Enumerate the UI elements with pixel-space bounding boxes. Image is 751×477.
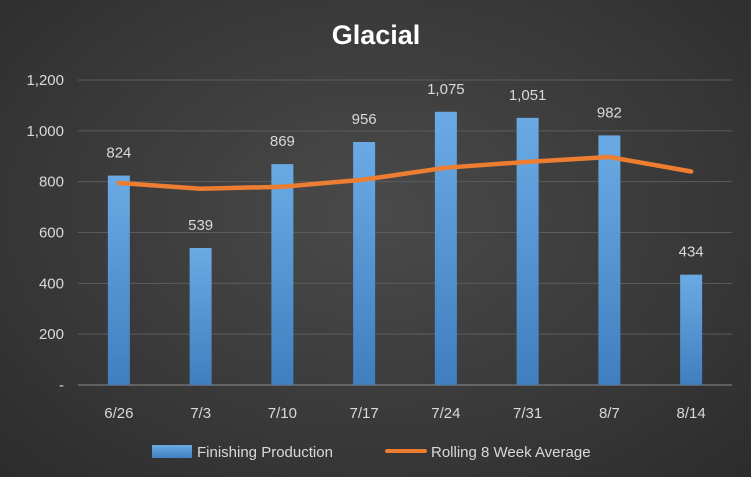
- y-axis: - 200 400 600 800 1,000 1,200: [26, 72, 64, 394]
- bar-series: [107, 111, 703, 385]
- bar: [680, 274, 703, 385]
- data-label: 434: [679, 244, 704, 261]
- x-tick-label: 8/7: [599, 405, 620, 422]
- x-tick-label: 8/14: [677, 405, 706, 422]
- legend-label-bar: Finishing Production: [197, 444, 333, 461]
- chart-title: Glacial: [332, 20, 421, 50]
- bar: [516, 117, 539, 385]
- x-tick-label: 7/10: [268, 405, 297, 422]
- y-tick-label: 600: [39, 225, 64, 242]
- x-tick-label: 6/26: [104, 405, 133, 422]
- legend-label-line: Rolling 8 Week Average: [431, 444, 591, 461]
- y-tick-label: 1,000: [26, 123, 64, 140]
- data-label: 982: [597, 104, 622, 121]
- bar: [107, 175, 130, 385]
- y-tick-label: 1,200: [26, 72, 64, 89]
- y-tick-label: 400: [39, 275, 64, 292]
- gridlines: [78, 79, 732, 386]
- legend-swatch-bar: [152, 445, 192, 458]
- data-label: 824: [106, 145, 131, 162]
- bar: [353, 142, 376, 385]
- y-tick-label: -: [59, 377, 64, 394]
- x-tick-label: 7/17: [350, 405, 379, 422]
- legend: Finishing Production Rolling 8 Week Aver…: [152, 444, 591, 461]
- data-labels: 824 539 869 956 1,075 1,051 982 434: [106, 81, 703, 261]
- y-tick-label: 800: [39, 174, 64, 191]
- bar: [434, 111, 457, 385]
- bar: [189, 248, 212, 385]
- x-tick-label: 7/24: [431, 405, 460, 422]
- line-series: [116, 154, 694, 192]
- data-label: 869: [270, 133, 295, 150]
- rolling-average-line: [116, 154, 694, 192]
- data-label: 956: [352, 111, 377, 128]
- x-tick-label: 7/3: [190, 405, 211, 422]
- data-label: 1,051: [509, 87, 547, 104]
- data-label: 1,075: [427, 81, 465, 98]
- x-axis: 6/26 7/3 7/10 7/17 7/24 7/31 8/7 8/14: [104, 405, 705, 422]
- data-label: 539: [188, 217, 213, 234]
- x-tick-label: 7/31: [513, 405, 542, 422]
- bar: [598, 135, 621, 385]
- y-tick-label: 200: [39, 326, 64, 343]
- bar: [271, 164, 294, 385]
